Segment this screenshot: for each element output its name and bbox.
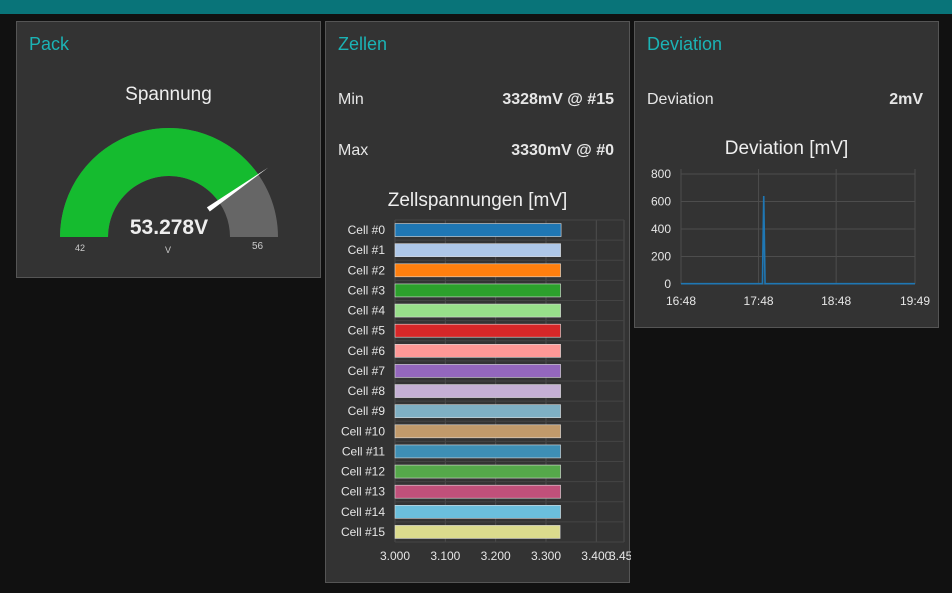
x-tick-label: 17:48: [744, 294, 774, 308]
cell-bar: [394, 243, 561, 257]
voltage-gauge: [60, 128, 278, 237]
cell-label: Cell #0: [348, 223, 386, 237]
cell-label: Cell #14: [341, 505, 385, 519]
x-tick-label: 3.000: [380, 549, 410, 563]
x-tick-label: 16:48: [666, 294, 696, 308]
top-header-bar: [0, 0, 952, 14]
x-tick-label: 3.100: [430, 549, 460, 563]
x-tick-label: 19:49: [900, 294, 930, 308]
cell-bar: [394, 464, 561, 479]
cell-bar: [394, 484, 561, 499]
cell-bar: [394, 344, 561, 358]
pack-card-title: Pack: [29, 34, 70, 54]
cell-bar: [394, 223, 562, 237]
cell-label: Cell #3: [348, 283, 386, 297]
min-value: 3328mV @ #15: [502, 91, 614, 108]
cell-bar: [394, 364, 561, 378]
cell-label: Cell #4: [348, 304, 386, 318]
deviation-card-title: Deviation: [647, 34, 723, 54]
cell-bar: [394, 444, 561, 459]
cell-bar: [394, 384, 561, 398]
cell-bar: [394, 303, 561, 318]
cell-label: Cell #10: [341, 424, 385, 438]
cell-chart-title: Zellspannungen [mV]: [387, 190, 568, 211]
y-tick-label: 400: [651, 222, 671, 236]
deviation-series-line: [681, 195, 915, 285]
gauge-fill: [60, 128, 259, 237]
cell-bar: [394, 283, 561, 298]
x-tick-label: 3.400: [581, 549, 611, 563]
x-tick-label: 18:48: [821, 294, 851, 308]
max-value: 3330mV @ #0: [511, 142, 614, 159]
cell-label: Cell #15: [341, 525, 385, 539]
y-tick-label: 200: [651, 250, 671, 264]
cell-label: Cell #12: [341, 465, 385, 479]
cell-label: Cell #8: [348, 384, 386, 398]
cell-label: Cell #6: [348, 344, 386, 358]
cell-label: Cell #9: [348, 404, 386, 418]
deviation-value: 2mV: [889, 91, 923, 108]
cell-label: Cell #1: [348, 243, 386, 257]
cell-label: Cell #11: [342, 444, 385, 458]
y-tick-label: 0: [664, 277, 671, 291]
cell-bar: [394, 404, 561, 418]
cell-voltage-chart: Cell #0 Cell #1 Cell #2 Cell #3 Cell #4 Cell …: [341, 219, 631, 563]
cell-label: Cell #5: [348, 324, 386, 338]
gauge-min-label: 42: [75, 243, 86, 253]
cell-label: Cell #2: [348, 263, 386, 277]
cell-label: Cell #13: [341, 485, 385, 499]
deviation-label: Deviation: [647, 91, 714, 108]
deviation-chart-title: Deviation [mV]: [724, 138, 849, 159]
gauge-max-label: 56: [252, 241, 264, 252]
cell-bar: [394, 505, 561, 519]
cell-bar: [394, 525, 561, 539]
pack-card: Pack Spannung 53.278V 42 V 56: [16, 21, 321, 278]
zellen-card-title: Zellen: [338, 34, 388, 54]
gauge-needle: [206, 167, 269, 212]
cell-bar: [394, 424, 561, 439]
y-tick-label: 800: [651, 167, 671, 181]
cell-bar: [394, 323, 561, 338]
deviation-line-chart: 800 600 400 200 0 16:48 17:48 18:48 19:49: [651, 167, 930, 308]
deviation-card: Deviation Deviation 2mV Deviation [mV] 8…: [634, 21, 939, 328]
gauge-value: 53.278V: [129, 216, 209, 239]
x-tick-label: 3.455: [609, 549, 631, 563]
x-tick-label: 3.300: [531, 549, 561, 563]
cell-label: Cell #7: [348, 364, 386, 378]
gauge-unit-label: V: [165, 245, 172, 255]
x-tick-label: 3.200: [481, 549, 511, 563]
max-label: Max: [338, 142, 369, 159]
zellen-card: Zellen Min 3328mV @ #15 Max 3330mV @ #0 …: [325, 21, 631, 583]
min-label: Min: [338, 91, 364, 108]
cell-bar: [394, 263, 561, 278]
y-tick-label: 600: [651, 195, 671, 209]
gauge-label: Spannung: [125, 84, 212, 105]
